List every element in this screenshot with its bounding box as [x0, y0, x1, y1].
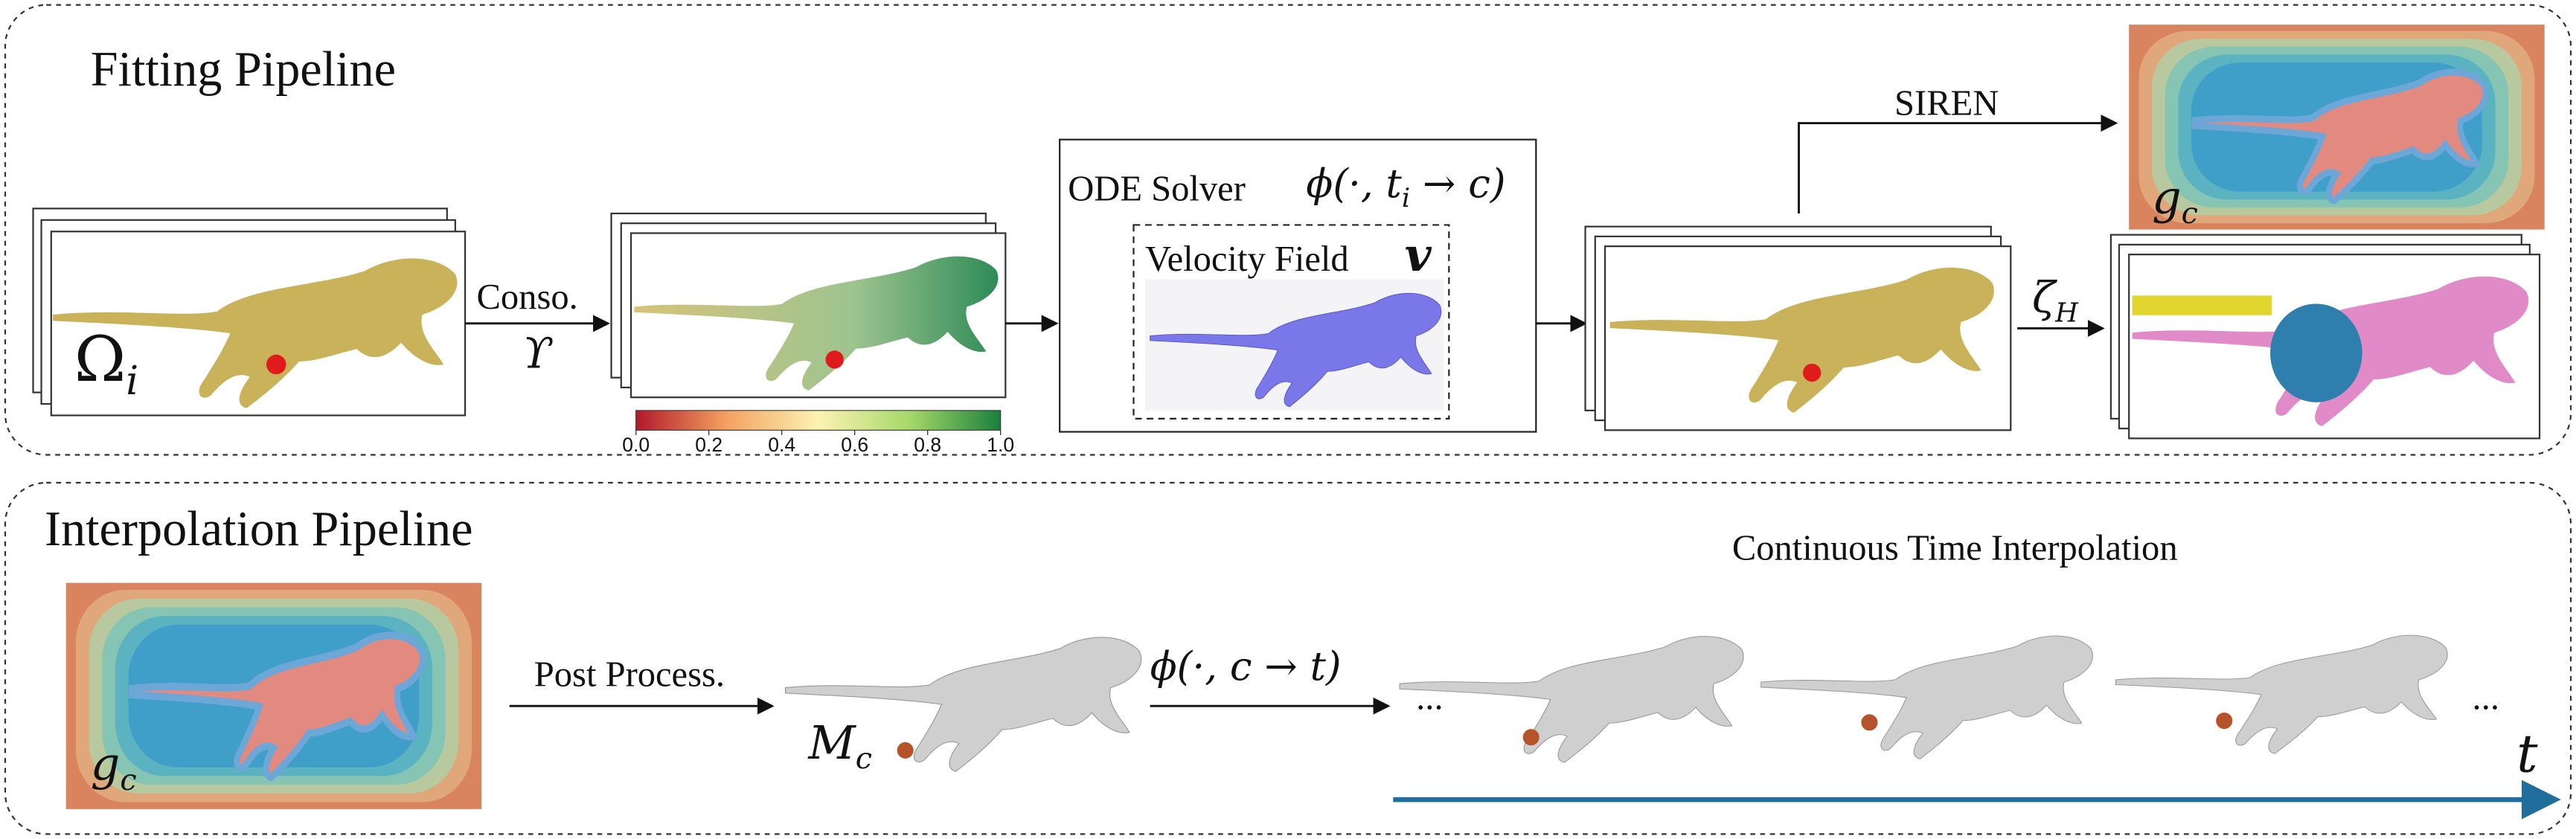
input-label: Ωi — [74, 323, 139, 404]
mesh — [1399, 635, 1744, 764]
velocity-symbol: v — [1405, 228, 1432, 282]
symbol: M — [807, 716, 856, 770]
interpolation-frame — [4, 481, 2572, 835]
time-symbol: t — [2516, 722, 2538, 784]
subscript: i — [126, 359, 138, 404]
continuous-label: Continuous Time Interpolation — [1732, 528, 2178, 568]
keypoint — [1522, 729, 1539, 746]
map-sub: i — [1402, 183, 1410, 213]
conso-label: Conso. — [477, 277, 578, 317]
subscript: c — [120, 763, 136, 797]
colorbar-tick-label: 1.0 — [987, 434, 1014, 456]
mesh-label: Mc — [807, 716, 872, 776]
interp-map: ϕ(·, c → t) — [1150, 644, 1342, 689]
arrow — [1798, 115, 2118, 213]
mesh — [1760, 635, 2094, 760]
symbol: g — [91, 738, 121, 791]
symbol: Ω — [74, 323, 126, 396]
section-title: Interpolation Pipeline — [45, 502, 473, 556]
colorbar — [635, 410, 1002, 431]
subscript: c — [2182, 196, 2198, 231]
section-title: Fitting Pipeline — [91, 42, 396, 97]
colorbar-tick-label: 0.4 — [768, 434, 795, 456]
symbol: g — [2152, 171, 2182, 225]
post-label: Post Process. — [534, 655, 725, 695]
subscript: H — [2054, 298, 2079, 329]
keypoint — [897, 742, 914, 759]
map-post: → c) — [1410, 161, 1505, 207]
canonical-stack — [1584, 225, 2012, 431]
ode-title: ODE Solver — [1068, 168, 1246, 208]
keypoint — [1861, 714, 1878, 731]
sdf-label: gc — [2152, 171, 2198, 231]
subscript: c — [856, 742, 872, 776]
consolidated-stack — [610, 212, 1007, 399]
keypoint — [2216, 713, 2233, 730]
siren-label: SIREN — [1894, 83, 1999, 123]
colorbar-ticks: 0.0 0.2 0.4 0.6 0.8 1.0 — [622, 430, 1014, 456]
segment-stack — [2109, 234, 2541, 440]
colorbar-tick-label: 0.0 — [622, 434, 650, 456]
symbol: ζ — [2032, 272, 2057, 322]
fitting-frame — [4, 4, 2572, 456]
sdf-label: gc — [91, 738, 137, 797]
ode-map: ϕ(·, ti → c) — [1306, 161, 1505, 213]
input-stack — [32, 208, 467, 417]
seg-label: ζH — [2032, 272, 2079, 328]
colorbar-tick-label: 0.2 — [695, 434, 723, 456]
velocity-label: Velocity Field — [1145, 239, 1349, 279]
colorbar-tick-label: 0.6 — [841, 434, 868, 456]
mesh — [2115, 634, 2449, 755]
colorbar-tick-label: 0.8 — [914, 434, 941, 456]
conso-symbol: ϒ — [522, 328, 553, 378]
ellipsis: ... — [2473, 678, 2499, 718]
map-pre: ϕ(·, t — [1306, 161, 1402, 207]
